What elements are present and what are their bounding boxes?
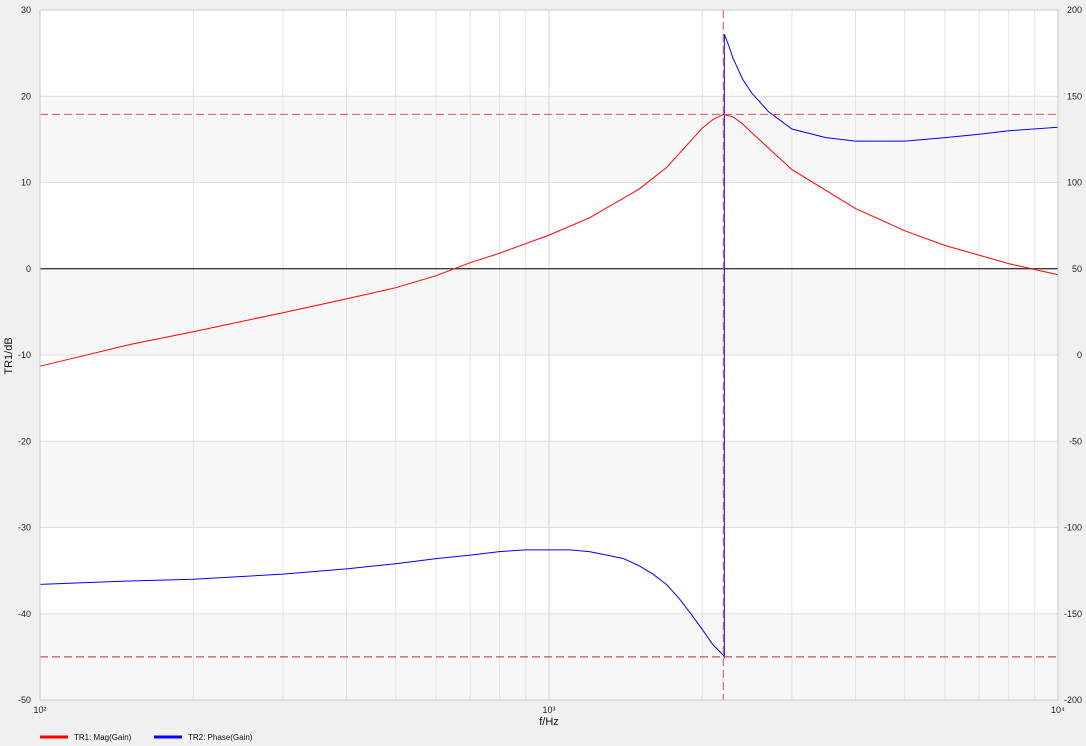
y2-tick-label: -150	[1064, 609, 1082, 619]
y-tick-label: -20	[18, 436, 31, 446]
series-lines	[39, 34, 1059, 659]
x-tick-label: 10⁴	[1051, 705, 1065, 715]
y-tick-label: -40	[18, 609, 31, 619]
y2-tick-label: 50	[1072, 264, 1082, 274]
y2-tick-label: -200	[1064, 695, 1082, 705]
y2-tick-label: 100	[1067, 178, 1082, 188]
phase-series-line	[39, 34, 1059, 659]
y-tick-label: 0	[26, 264, 31, 274]
legend-label-magnitude: TR1: Mag(Gain)	[74, 733, 132, 742]
y-tick-label: 10	[21, 178, 31, 188]
y2-tick-label: 150	[1067, 91, 1082, 101]
x-axis-title: f/Hz	[539, 716, 559, 728]
legend-label-phase: TR2: Phase(Gain)	[188, 733, 253, 742]
y2-tick-label: 200	[1067, 5, 1082, 15]
y-tick-label: 20	[21, 91, 31, 101]
x-tick-label: 10²	[33, 705, 46, 715]
plot-border	[39, 9, 1059, 701]
legend: TR1: Mag(Gain) TR2: Phase(Gain)	[40, 733, 253, 742]
magnitude-series-line	[39, 113, 1059, 367]
y-tick-label: -30	[18, 523, 31, 533]
y-axis-title: TR1/dB	[3, 337, 15, 374]
cursor-lines[interactable]	[40, 10, 1058, 700]
y2-tick-label: -100	[1064, 523, 1082, 533]
x-tick-label: 10³	[542, 705, 555, 715]
y-tick-label: -50	[18, 695, 31, 705]
x-axis-tick-labels: 10² 10³ 10⁴	[33, 705, 1065, 715]
y-tick-label: 30	[21, 5, 31, 15]
y2-tick-label: 0	[1077, 350, 1082, 360]
y2-axis-tick-labels: 200 150 100 50 0 -50 -100 -150 -200	[1064, 5, 1082, 705]
y2-tick-label: -50	[1069, 436, 1082, 446]
y-tick-label: -10	[18, 350, 31, 360]
y-axis-tick-labels: 30 20 10 0 -10 -20 -30 -40 -50	[18, 5, 31, 705]
grid-lines	[40, 10, 1058, 700]
